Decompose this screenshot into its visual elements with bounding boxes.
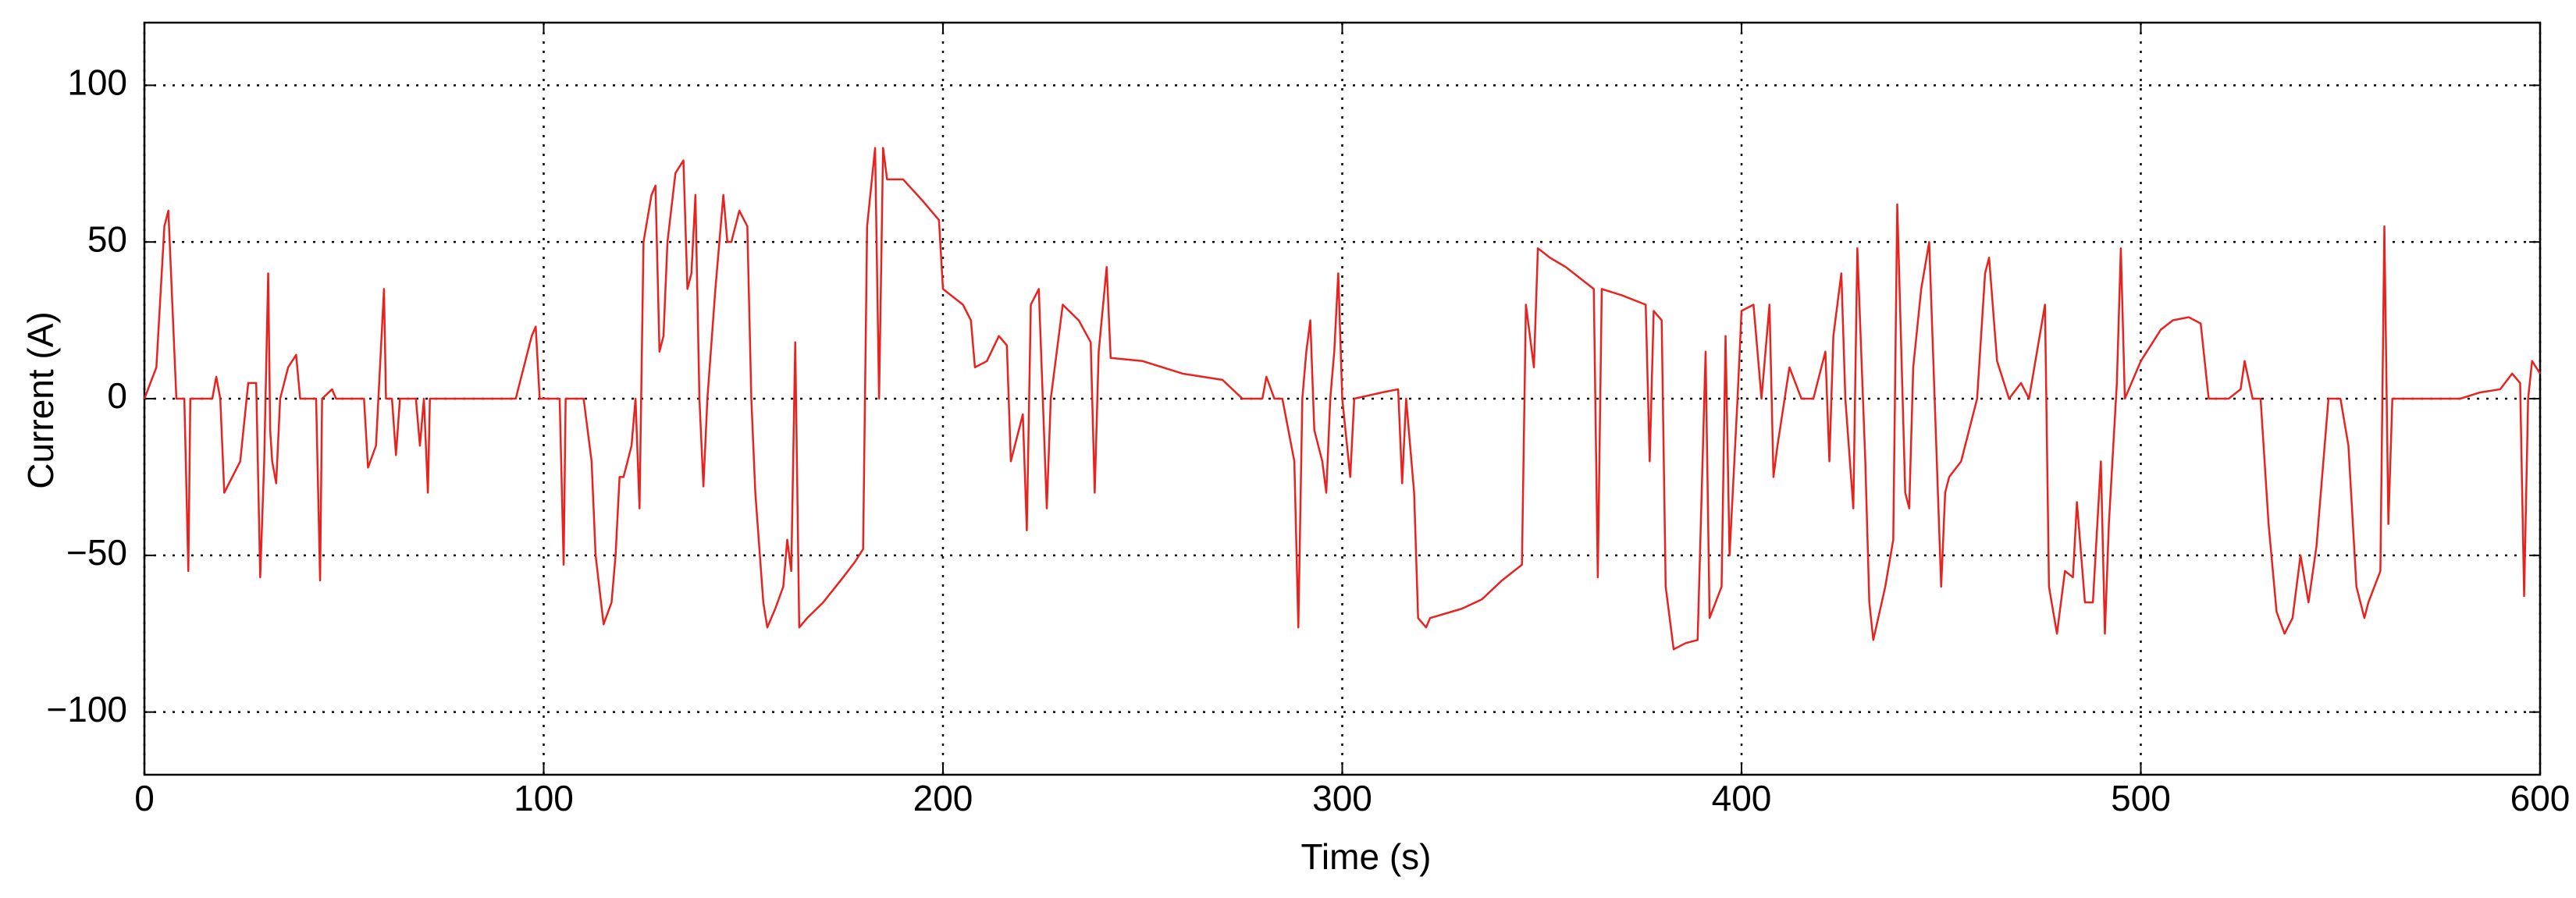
x-axis-label: Time (s)	[1301, 836, 1432, 877]
y-tick-label: 0	[107, 375, 127, 416]
y-tick-label: 100	[67, 62, 127, 102]
y-axis-label: Current (A)	[20, 311, 61, 488]
x-tick-label: 500	[2111, 778, 2171, 818]
x-tick-label: 200	[913, 778, 973, 818]
x-tick-label: 100	[514, 778, 574, 818]
x-tick-label: 400	[1712, 778, 1772, 818]
x-tick-label: 0	[134, 778, 155, 818]
data-line	[143, 147, 2542, 651]
y-tick-label: −50	[66, 532, 127, 573]
y-tick-label: −100	[46, 689, 127, 729]
y-tick-label: 50	[87, 218, 127, 259]
x-tick-label: 300	[1312, 778, 1372, 818]
x-tick-label: 600	[2510, 778, 2571, 818]
